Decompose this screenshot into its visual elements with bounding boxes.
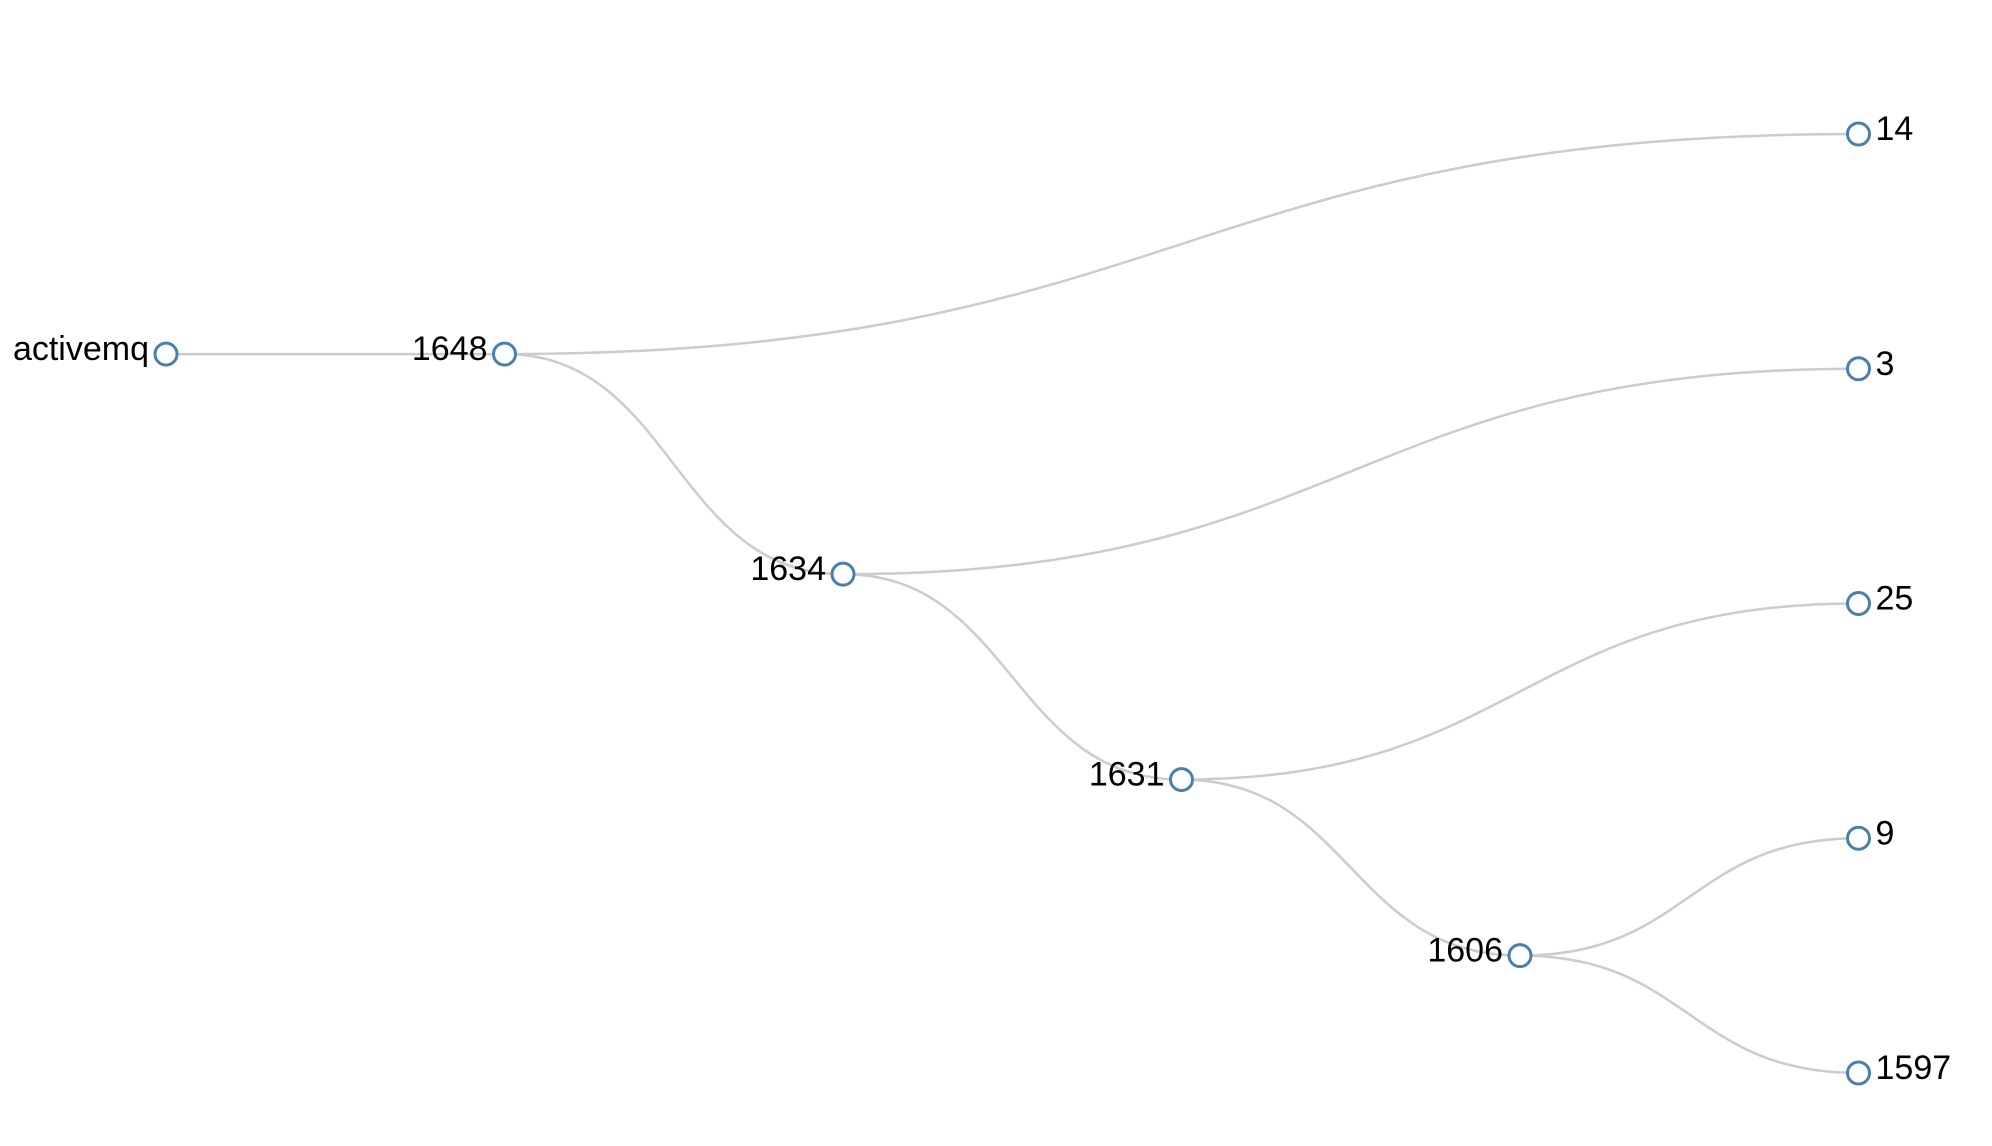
node-label-1648: 1648 — [412, 330, 488, 368]
tree-node-1597[interactable]: 1597 — [1846, 1049, 1952, 1087]
tree-node-25[interactable]: 25 — [1846, 580, 1914, 618]
node-circle-9[interactable] — [1846, 825, 1871, 851]
links-layer — [166, 132, 1859, 1075]
node-label-25: 25 — [1876, 580, 1914, 618]
node-label-1634: 1634 — [750, 550, 826, 588]
tree-node-1631[interactable]: 1631 — [1089, 756, 1194, 794]
node-circle-1597[interactable] — [1846, 1060, 1871, 1086]
link-1606-1597 — [1519, 954, 1859, 1075]
link-1631-1606 — [1181, 778, 1521, 957]
link-1634-3 — [842, 367, 1859, 576]
node-circle-3[interactable] — [1846, 356, 1871, 382]
node-label-14: 14 — [1876, 110, 1914, 148]
node-circle-1648[interactable] — [492, 341, 517, 367]
tree-node-3[interactable]: 3 — [1846, 345, 1895, 383]
node-circle-1606[interactable] — [1507, 943, 1533, 969]
node-circle-1634[interactable] — [830, 561, 856, 587]
tree-node-9[interactable]: 9 — [1846, 814, 1895, 852]
node-label-9: 9 — [1876, 814, 1895, 852]
node-circle-25[interactable] — [1846, 591, 1871, 616]
link-1648-14 — [504, 132, 1859, 356]
tree-node-1648[interactable]: 1648 — [412, 330, 517, 368]
node-label-1631: 1631 — [1089, 756, 1165, 794]
node-label-3: 3 — [1876, 345, 1895, 383]
tree-node-1606[interactable]: 1606 — [1427, 932, 1533, 970]
tree-node-14[interactable]: 14 — [1846, 110, 1914, 148]
node-label-1606: 1606 — [1427, 932, 1503, 970]
node-circle-14[interactable] — [1846, 121, 1871, 147]
link-1634-1631 — [842, 572, 1182, 781]
tree-node-1634[interactable]: 1634 — [750, 550, 856, 588]
tree-node-activemq[interactable]: activemq — [13, 330, 179, 368]
link-1648-1634 — [504, 352, 844, 576]
node-label-1597: 1597 — [1876, 1049, 1952, 1087]
link-1631-25 — [1181, 602, 1859, 781]
link-1606-9 — [1519, 837, 1859, 957]
node-circle-activemq[interactable] — [153, 341, 179, 367]
nodes-layer: activemq 1648 14 1634 3 1631 25 1606 9 1597 — [13, 110, 1951, 1087]
node-label-activemq: activemq — [13, 330, 149, 368]
node-circle-1631[interactable] — [1169, 767, 1194, 793]
